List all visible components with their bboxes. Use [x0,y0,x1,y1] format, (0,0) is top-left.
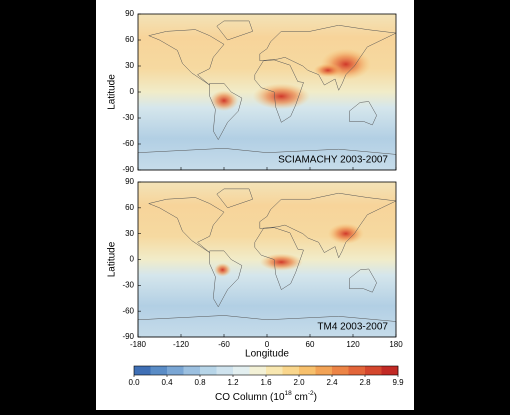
x-tick-label: 180 [389,340,403,349]
co-hotspot [327,223,364,245]
colorbar-swatch [332,366,349,375]
colorbar-swatch [183,366,201,375]
colorbar-swatch [299,366,316,375]
colorbar-swatch [249,366,267,375]
x-tick-label: 120 [346,340,360,349]
coastline [216,20,253,41]
coastline [349,101,377,126]
y-tick-label: -90 [122,165,134,174]
co-hotspot [259,253,303,271]
colorbar-tick-label: 2.4 [326,378,338,387]
colorbar-swatch [282,366,300,375]
superscript: 18 [285,390,293,397]
coastline [209,250,243,308]
superscript: -2 [308,390,314,397]
label-part: ) [314,392,317,403]
x-tick-label: -60 [218,340,230,349]
colorbar-swatch [134,366,151,375]
co-hotspot [252,83,310,110]
y-tick-label: 30 [125,61,134,70]
colorbar-tick-label: 9.9 [392,378,404,387]
label-part: cm [292,392,308,403]
coastline [259,192,397,259]
x-tick-label: 0 [265,340,270,349]
y-tick-label: -30 [122,113,134,122]
y-tick-label: -30 [122,280,134,289]
coastline [147,197,225,253]
coastline [216,188,253,209]
colorbar-tick-label: 0.0 [128,378,140,387]
colorbar-tick-label: 1.2 [227,378,239,387]
colorbar-swatch [200,366,217,375]
coastline [349,268,377,293]
coastline [254,59,304,123]
y-tick-label: 60 [125,35,134,44]
y-tick-label: -60 [122,139,134,148]
colorbar-swatch [150,366,168,375]
y-axis-label: Latitude [107,74,118,110]
x-axis-label: Longitude [245,349,289,360]
co-hotspot [313,63,343,78]
y-tick-label: 0 [130,87,135,96]
colorbar-swatch [233,366,250,375]
colorbar-swatch [315,366,333,375]
y-tick-label: 60 [125,203,134,212]
x-tick-label: -180 [130,340,147,349]
colorbar-tick-label: 0.8 [194,378,206,387]
colorbar-swatch [167,366,184,375]
y-tick-label: -90 [122,332,134,341]
x-tick-label: -120 [173,340,190,349]
colorbar-tick-label: 0.4 [161,378,173,387]
y-axis-label: Latitude [107,241,118,277]
colorbar-tick-label: 1.6 [260,378,272,387]
co-hotspot [213,262,232,277]
panel-label: SCIAMACHY 2003-2007 [278,155,388,166]
colorbar-label: CO Column (1018 cm-2) [215,390,317,403]
coastline [147,29,225,86]
panel-label: TM4 2003-2007 [317,322,388,333]
coastline [209,83,243,141]
label-part: CO Column (10 [215,392,285,403]
y-tick-label: 0 [130,255,135,264]
colorbar-swatch [348,366,366,375]
co-hotspot [209,90,239,112]
x-tick-label: 60 [306,340,315,349]
colorbar-swatch [365,366,382,375]
y-tick-label: 30 [125,229,134,238]
colorbar-swatch [216,366,234,375]
y-tick-label: 90 [125,177,134,186]
y-tick-label: 90 [125,9,134,18]
coastline [259,25,397,91]
coastline [254,227,304,291]
colorbar-tick-label: 2.0 [293,378,305,387]
y-tick-label: -60 [122,306,134,315]
colorbar-swatch [266,366,283,375]
colorbar-tick-label: 2.8 [359,378,371,387]
colorbar-swatch [381,366,399,375]
